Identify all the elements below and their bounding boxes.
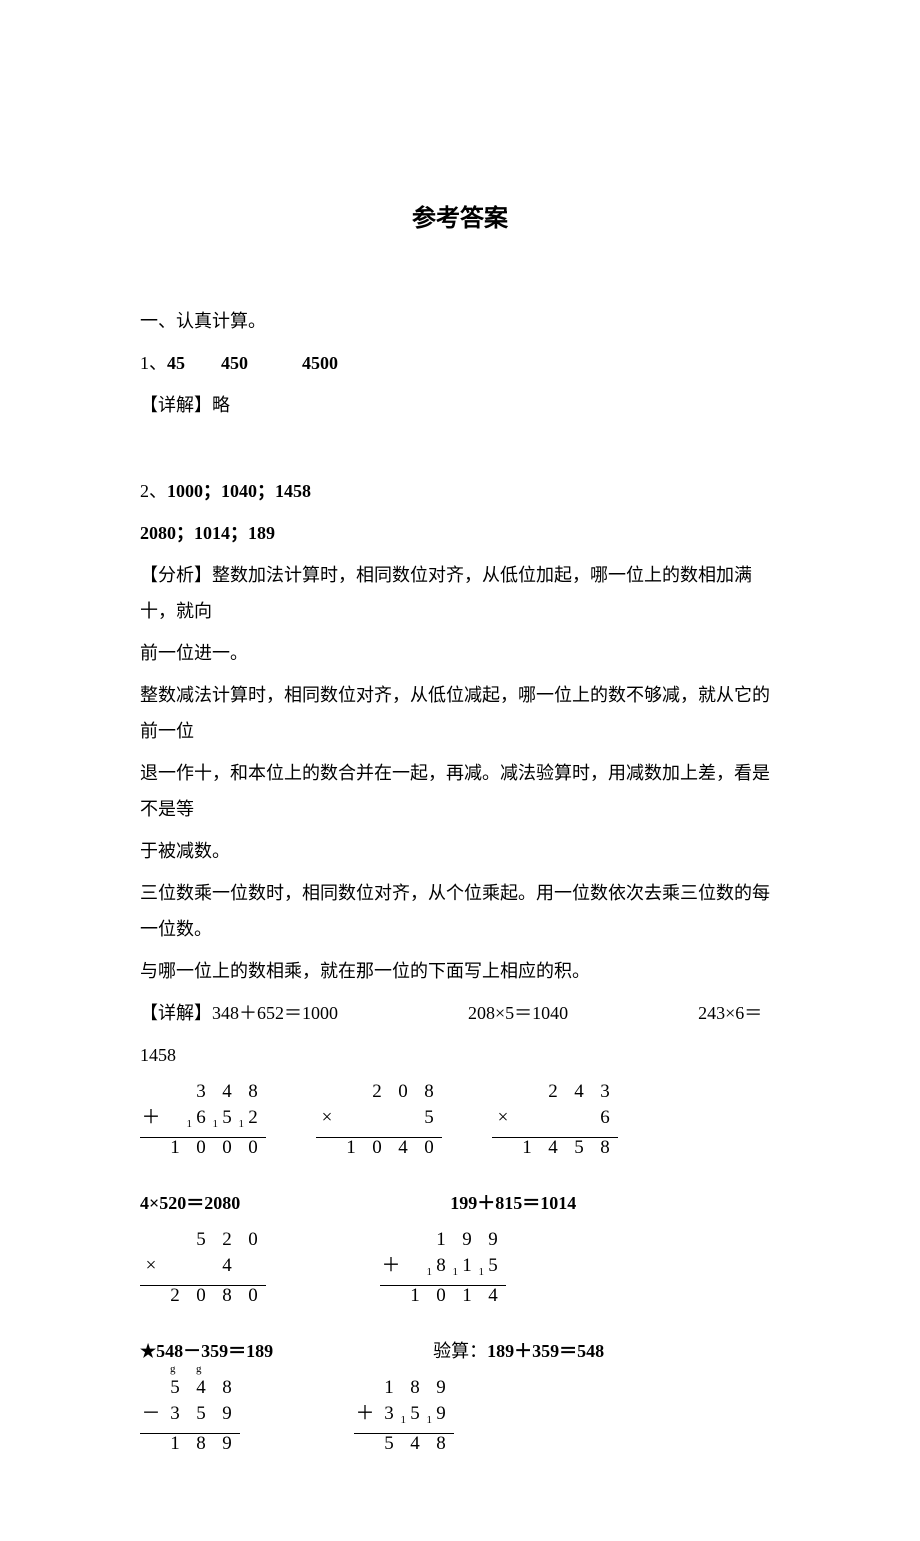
q2-analysis-p2a: 整数减法计算时，相同数位对齐，从低位减起，哪一位上的数不够减，就从它的前一位 bbox=[140, 677, 780, 749]
q2-answers-1: 2、1000；1040；1458 bbox=[140, 473, 780, 509]
times-op: × bbox=[316, 1099, 338, 1137]
dv: 3 bbox=[384, 1403, 394, 1424]
d: 1 bbox=[514, 1129, 540, 1167]
minus-op: － bbox=[140, 1395, 162, 1433]
q2-answers-2: 2080；1014；189 bbox=[140, 515, 780, 551]
detail-eq7-wrap: 验算：189＋359＝548 bbox=[433, 1333, 604, 1369]
q2-label: 2、 bbox=[140, 481, 167, 501]
d: 4 bbox=[402, 1425, 428, 1463]
calc-mul-520-4: 5 2 0 × 4 2 0 8 0 bbox=[140, 1233, 266, 1315]
q2-analysis-p1b: 前一位进一。 bbox=[140, 635, 780, 671]
d: 0 bbox=[188, 1277, 214, 1315]
document-page: 参考答案 一、认真计算。 1、45 450 4500 【详解】略 2、1000；… bbox=[0, 0, 920, 1541]
d: 0 bbox=[240, 1221, 266, 1259]
d: 9 bbox=[214, 1425, 240, 1463]
q1-answers: 1、45 450 4500 bbox=[140, 345, 780, 381]
detail-eq7: 189＋359＝548 bbox=[487, 1341, 604, 1361]
analysis-label: 【分析】 bbox=[140, 565, 212, 585]
d: 1 bbox=[454, 1277, 480, 1315]
dv: 1 bbox=[462, 1255, 472, 1276]
d: 0 bbox=[390, 1073, 416, 1111]
d: 1 bbox=[338, 1129, 364, 1167]
text: 整数加法计算时，相同数位对齐，从低位加起，哪一位上的数相加满十，就向 bbox=[140, 565, 752, 621]
d: 1 bbox=[162, 1129, 188, 1167]
times-op: × bbox=[492, 1099, 514, 1137]
calc-mul-243-6: 2 4 3 × 6 1 4 5 8 bbox=[492, 1085, 618, 1167]
spacer bbox=[290, 1381, 304, 1463]
dv: 8 bbox=[436, 1255, 446, 1276]
q1-answer-text: 45 450 4500 bbox=[167, 353, 338, 373]
q1-detail-text: 略 bbox=[212, 395, 230, 415]
d: 2 bbox=[364, 1073, 390, 1111]
d: 0 bbox=[188, 1129, 214, 1167]
d: 4 bbox=[540, 1129, 566, 1167]
d: 0 bbox=[240, 1129, 266, 1167]
q2-analysis-p3b: 与哪一位上的数相乘，就在那一位的下面写上相应的积。 bbox=[140, 953, 780, 989]
q2-analysis-p3a: 三位数乘一位数时，相同数位对齐，从个位乘起。用一位数依次去乘三位数的每一位数。 bbox=[140, 875, 780, 947]
d: 4 bbox=[480, 1277, 506, 1315]
eq1: 348＋652＝1000 bbox=[212, 1003, 338, 1023]
d: 1 bbox=[162, 1425, 188, 1463]
detail-eq1: 【详解】348＋652＝1000 bbox=[140, 995, 338, 1031]
borrow: g bbox=[196, 1358, 202, 1380]
detail-eq3: 243×6＝ bbox=[698, 995, 762, 1031]
q1-detail-label: 【详解】 bbox=[140, 395, 212, 415]
d: 4 bbox=[566, 1073, 592, 1111]
d: 5 bbox=[566, 1129, 592, 1167]
verify-label: 验算： bbox=[433, 1341, 487, 1361]
dv: 5 bbox=[410, 1403, 420, 1424]
eq-row-2: 4×520＝2080 199＋815＝1014 bbox=[140, 1185, 780, 1221]
calc-add-199-815: 1 9 9 ＋ 1 81 11 5 1 0 1 4 bbox=[380, 1233, 506, 1315]
d: 0 bbox=[240, 1277, 266, 1315]
d: 8 bbox=[592, 1129, 618, 1167]
column-calc-row-3: g5 g4 8 － 3 5 9 1 8 9 1 8 9 bbox=[140, 1381, 780, 1463]
q2-analysis-p2c: 于被减数。 bbox=[140, 833, 780, 869]
dv: 5 bbox=[222, 1107, 232, 1128]
borrow: g bbox=[170, 1358, 176, 1380]
plus-op: ＋ bbox=[140, 1099, 162, 1137]
d: 0 bbox=[428, 1277, 454, 1315]
detail-eq2: 208×5＝1040 bbox=[468, 995, 568, 1031]
detail-eq3-cont: 1458 bbox=[140, 1037, 780, 1073]
d: 0 bbox=[416, 1129, 442, 1167]
column-calc-row-2: 5 2 0 × 4 2 0 8 0 bbox=[140, 1233, 780, 1315]
plus-op: ＋ bbox=[380, 1247, 402, 1285]
q1-label: 1、 bbox=[140, 353, 167, 373]
d: 4 bbox=[390, 1129, 416, 1167]
column-calc-row-1: 3 4 8 ＋ 1 61 51 2 1 0 0 0 bbox=[140, 1085, 780, 1167]
d: 2 bbox=[540, 1073, 566, 1111]
gap bbox=[140, 429, 780, 467]
q2-a1: 1000；1040；1458 bbox=[167, 481, 311, 501]
detail-label: 【详解】 bbox=[140, 1003, 212, 1023]
q2-analysis-p1a: 【分析】整数加法计算时，相同数位对齐，从低位加起，哪一位上的数相加满十，就向 bbox=[140, 557, 780, 629]
q2-analysis-p2b: 退一作十，和本位上的数合并在一起，再减。减法验算时，用减数加上差，看是不是等 bbox=[140, 755, 780, 827]
eq-row-3: ★548－359＝189 验算：189＋359＝548 bbox=[140, 1333, 780, 1369]
d: 8 bbox=[428, 1425, 454, 1463]
d: 1 bbox=[402, 1277, 428, 1315]
calc-mul-208-5: 2 0 8 × 5 1 0 4 0 bbox=[316, 1085, 442, 1167]
calc-verify-189-359: 1 8 9 ＋ 31 51 9 5 4 8 bbox=[354, 1381, 454, 1463]
d: 5 bbox=[376, 1425, 402, 1463]
dv: 6 bbox=[196, 1107, 206, 1128]
q2-detail-row: 【详解】348＋652＝1000 208×5＝1040 243×6＝ bbox=[140, 995, 780, 1031]
d: 0 bbox=[364, 1129, 390, 1167]
d: 0 bbox=[214, 1129, 240, 1167]
q1-detail: 【详解】略 bbox=[140, 387, 780, 423]
section-heading: 一、认真计算。 bbox=[140, 303, 780, 339]
d: 2 bbox=[162, 1277, 188, 1315]
calc-sub-548-359: g5 g4 8 － 3 5 9 1 8 9 bbox=[140, 1381, 240, 1463]
d: 8 bbox=[214, 1277, 240, 1315]
page-title: 参考答案 bbox=[140, 195, 780, 243]
calc-add-348-652: 3 4 8 ＋ 1 61 51 2 1 0 0 0 bbox=[140, 1085, 266, 1167]
detail-eq6: ★548－359＝189 bbox=[140, 1333, 273, 1369]
detail-eq4: 4×520＝2080 bbox=[140, 1185, 240, 1221]
detail-eq5: 199＋815＝1014 bbox=[450, 1185, 576, 1221]
times-op: × bbox=[140, 1247, 162, 1285]
plus-op: ＋ bbox=[354, 1395, 376, 1433]
spacer bbox=[316, 1233, 330, 1315]
d: 8 bbox=[188, 1425, 214, 1463]
d: 5 bbox=[188, 1221, 214, 1259]
